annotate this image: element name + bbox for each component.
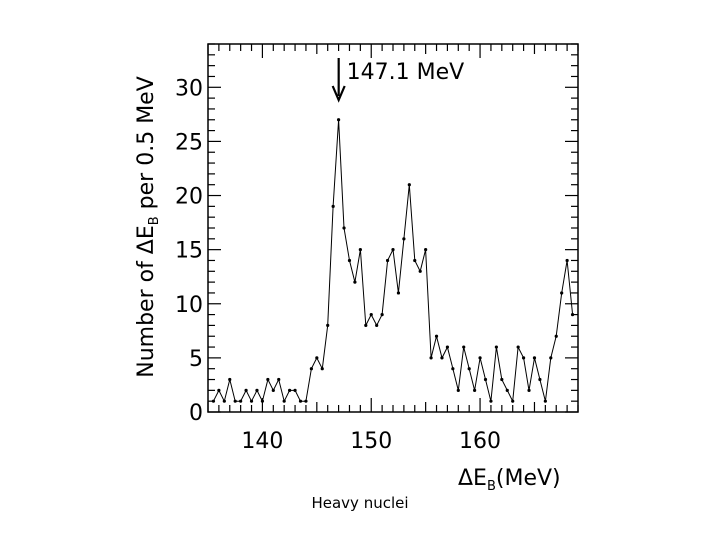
data-point xyxy=(391,248,395,252)
data-point xyxy=(500,377,504,382)
data-point xyxy=(353,280,357,284)
data-point xyxy=(233,399,237,403)
tick-labels: 0 5 10 15 20 25 30 140 150 160 xyxy=(175,76,501,454)
slide-caption: Heavy nuclei xyxy=(311,494,409,512)
data-point xyxy=(549,356,553,360)
y-tick-label: 25 xyxy=(175,130,203,155)
data-point xyxy=(331,204,335,208)
data-point xyxy=(429,356,433,360)
data-point xyxy=(298,399,303,403)
data-point xyxy=(358,248,362,252)
data-point xyxy=(249,399,254,403)
data-point xyxy=(462,345,466,349)
data-point xyxy=(255,388,259,392)
data-point xyxy=(315,356,319,360)
data-point xyxy=(407,183,411,187)
data-point xyxy=(505,388,509,392)
data-point xyxy=(385,258,390,263)
data-point xyxy=(478,356,482,360)
data-point xyxy=(565,258,569,263)
data-point xyxy=(456,388,460,392)
data-point xyxy=(511,399,515,403)
data-point xyxy=(271,388,275,392)
data-point xyxy=(293,388,297,392)
data-point xyxy=(532,356,537,360)
data-point xyxy=(418,269,422,273)
series-line xyxy=(212,119,574,403)
data-point xyxy=(304,399,308,403)
data-point xyxy=(244,388,248,392)
data-point xyxy=(309,367,313,371)
data-point xyxy=(521,356,526,360)
data-point xyxy=(483,377,488,382)
data-point xyxy=(320,367,324,371)
data-point xyxy=(473,388,477,392)
y-tick-label: 15 xyxy=(175,239,203,264)
data-point xyxy=(239,399,243,403)
data-point xyxy=(489,399,493,403)
data-point xyxy=(266,377,270,382)
data-point xyxy=(217,388,221,392)
data-point xyxy=(538,377,542,382)
data-point xyxy=(560,291,564,295)
data-point xyxy=(527,388,531,392)
y-tick-label: 20 xyxy=(175,185,203,210)
data-point xyxy=(445,345,450,349)
x-tick-label: 150 xyxy=(350,429,392,454)
data-point xyxy=(396,291,401,295)
data-point xyxy=(369,312,373,317)
y-tick-label: 0 xyxy=(189,401,203,426)
data-point xyxy=(413,258,417,263)
x-axis-title: ΔEB(MeV) xyxy=(458,466,561,494)
data-point xyxy=(282,399,286,403)
data-point xyxy=(342,226,346,230)
data-point xyxy=(228,377,232,382)
data-point xyxy=(451,367,455,371)
data-point xyxy=(288,388,292,392)
data-point xyxy=(570,312,575,317)
x-tick-label: 160 xyxy=(459,429,501,454)
data-point xyxy=(277,377,281,382)
data-point xyxy=(336,118,341,122)
data-point xyxy=(440,356,444,360)
data-point xyxy=(494,345,498,349)
annotation-label: 147.1 MeV xyxy=(347,60,465,85)
data-point xyxy=(516,345,520,349)
data-point xyxy=(260,399,265,403)
data-point xyxy=(211,399,216,403)
y-tick-label: 10 xyxy=(175,293,203,318)
data-point xyxy=(402,237,406,241)
x-tick-label: 140 xyxy=(241,429,283,454)
data-point xyxy=(347,258,352,263)
series-points xyxy=(211,118,575,403)
y-axis-title: Number of ΔEB per 0.5 MeV xyxy=(134,76,162,378)
data-point xyxy=(380,312,384,317)
data-point xyxy=(364,323,368,328)
data-point xyxy=(467,367,471,371)
data-point xyxy=(375,323,379,328)
data-point xyxy=(326,323,330,328)
data-point xyxy=(424,248,428,252)
y-tick-label: 5 xyxy=(189,347,203,372)
y-tick-label: 30 xyxy=(175,76,203,101)
data-point xyxy=(554,334,558,338)
annotation-arrow xyxy=(331,58,346,103)
data-point xyxy=(543,399,547,403)
data-point xyxy=(434,334,439,338)
data-point xyxy=(222,399,226,403)
